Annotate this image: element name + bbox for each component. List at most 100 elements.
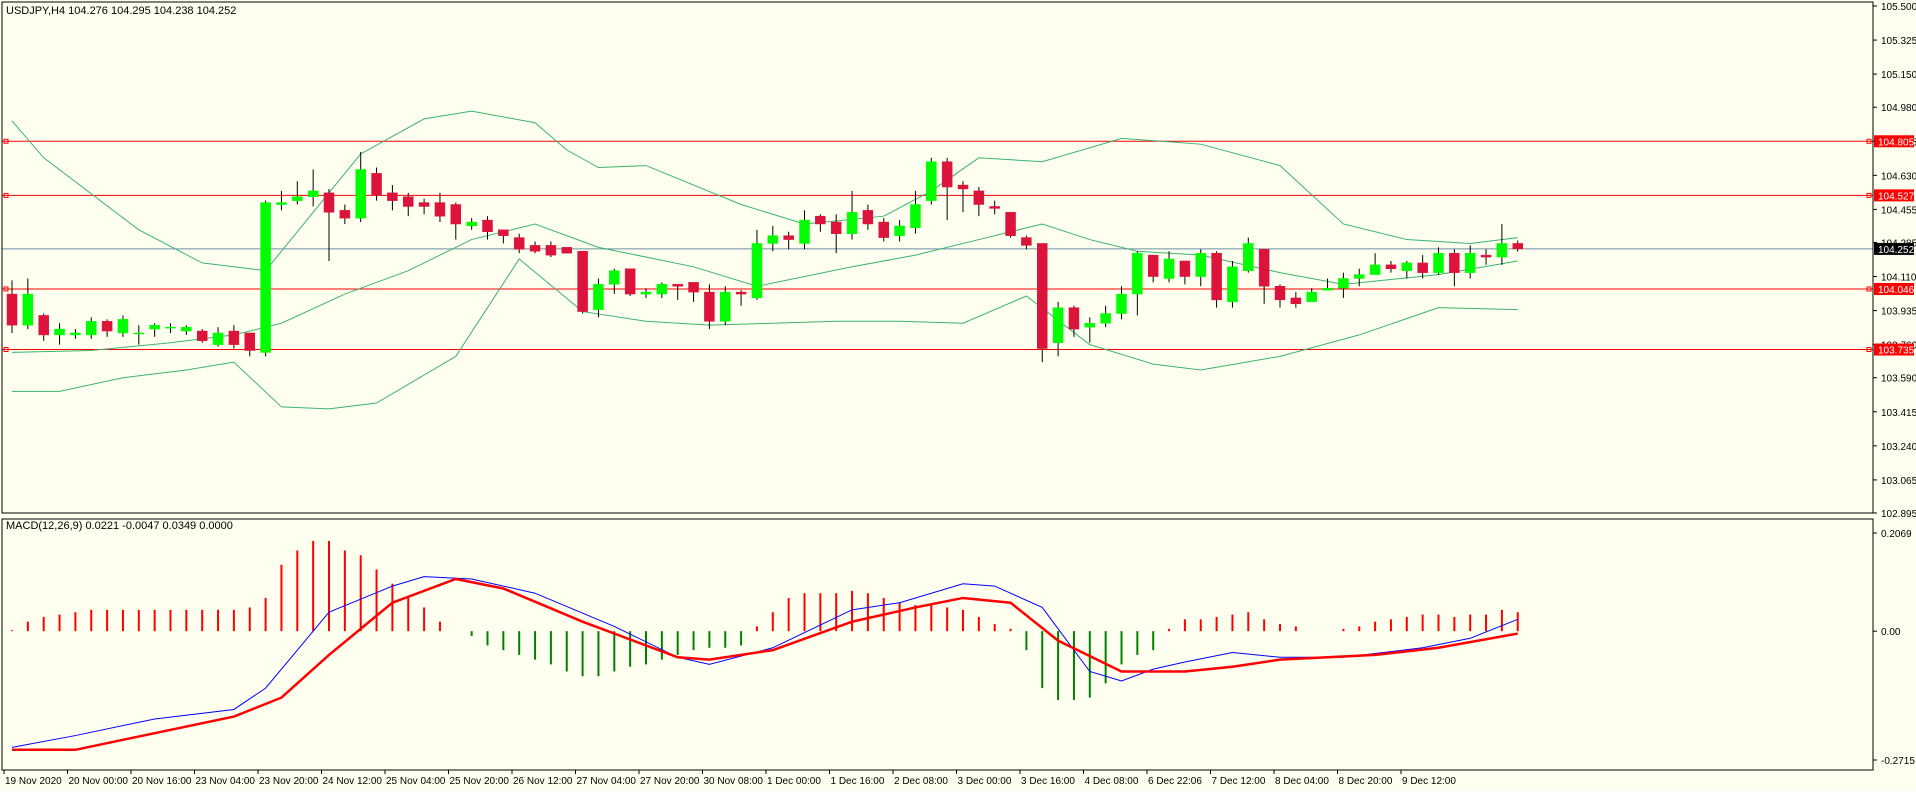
candle-body bbox=[307, 190, 319, 197]
candle-body bbox=[973, 190, 985, 205]
price-tick-label: 105.500 bbox=[1881, 2, 1916, 13]
level-handle[interactable] bbox=[3, 192, 9, 198]
candle-body bbox=[133, 332, 145, 335]
candle-body bbox=[1369, 264, 1381, 275]
price-tick-label: 103.240 bbox=[1881, 442, 1916, 453]
candle-body bbox=[450, 204, 462, 225]
time-tick-label: 4 Dec 08:00 bbox=[1085, 776, 1139, 787]
macd-tick-label: 0.00 bbox=[1881, 627, 1901, 638]
macd-indicator-label: MACD(12,26,9) 0.0221 -0.0047 0.0349 0.00… bbox=[6, 520, 233, 532]
candle-body bbox=[276, 202, 287, 205]
candle-body bbox=[418, 202, 430, 207]
level-handle[interactable] bbox=[1866, 347, 1872, 353]
candle-body bbox=[6, 293, 18, 326]
candle-body bbox=[751, 243, 763, 299]
candle-body bbox=[1243, 243, 1254, 271]
candle-body bbox=[292, 196, 303, 201]
candle-body bbox=[1147, 254, 1159, 277]
level-handle[interactable] bbox=[1866, 138, 1872, 144]
candle-body bbox=[862, 210, 874, 225]
candle-body bbox=[54, 328, 65, 336]
candle-body bbox=[624, 268, 636, 295]
macd-signal-line bbox=[12, 577, 1518, 752]
candle-body bbox=[878, 221, 889, 238]
candle-body bbox=[323, 192, 335, 213]
candle-body bbox=[577, 250, 588, 312]
candle-body bbox=[846, 212, 858, 234]
level-handle[interactable] bbox=[1866, 192, 1872, 198]
time-tick-label: 24 Nov 12:00 bbox=[323, 776, 383, 787]
candle-body bbox=[957, 184, 969, 190]
candle-body bbox=[941, 161, 953, 188]
time-tick-label: 23 Nov 20:00 bbox=[259, 776, 319, 787]
bollinger-upper-band bbox=[11, 110, 1518, 272]
level-handle[interactable] bbox=[3, 286, 9, 292]
candle-body bbox=[1354, 274, 1365, 279]
candle-body bbox=[149, 324, 160, 330]
candle-body bbox=[1417, 262, 1428, 273]
candle-body bbox=[1464, 252, 1476, 273]
candle-body bbox=[1195, 252, 1206, 277]
time-tick-label: 23 Nov 04:00 bbox=[196, 776, 256, 787]
candle-body bbox=[1480, 254, 1492, 258]
level-handle[interactable] bbox=[3, 138, 9, 144]
time-tick-label: 19 Nov 2020 bbox=[5, 776, 62, 787]
candle-body bbox=[1005, 212, 1016, 236]
candle-body bbox=[38, 315, 49, 336]
candle-body bbox=[165, 326, 176, 329]
time-tick-label: 7 Dec 12:00 bbox=[1212, 776, 1266, 787]
candle-body bbox=[371, 173, 382, 196]
candle-body bbox=[1496, 243, 1508, 258]
time-tick-label: 27 Nov 04:00 bbox=[577, 776, 637, 787]
candle-body bbox=[1338, 278, 1349, 289]
level-handle[interactable] bbox=[3, 347, 9, 353]
candle-body bbox=[1433, 252, 1444, 273]
time-tick-label: 2 Dec 08:00 bbox=[894, 776, 948, 787]
candle-body bbox=[545, 245, 557, 256]
time-tick-label: 27 Nov 20:00 bbox=[640, 776, 700, 787]
time-tick-label: 26 Nov 12:00 bbox=[513, 776, 573, 787]
time-tick-label: 8 Dec 04:00 bbox=[1275, 776, 1329, 787]
current-price-label: 104.252 bbox=[1878, 245, 1915, 256]
candle-body bbox=[688, 282, 699, 293]
candle-body bbox=[656, 284, 668, 295]
candle-body bbox=[593, 284, 604, 310]
price-tick-label: 105.325 bbox=[1881, 36, 1916, 47]
candle-body bbox=[1512, 243, 1523, 250]
price-tick-label: 103.415 bbox=[1881, 408, 1916, 419]
candle-body bbox=[513, 237, 525, 250]
level-price-label-bg bbox=[1874, 189, 1914, 202]
candle-body bbox=[101, 321, 113, 332]
price-tick-label: 102.895 bbox=[1881, 509, 1916, 520]
level-price-label-bg bbox=[1874, 135, 1914, 148]
time-tick-label: 9 Dec 12:00 bbox=[1402, 776, 1456, 787]
macd-main-line bbox=[11, 576, 1518, 748]
candle-body bbox=[1084, 322, 1096, 328]
candle-body bbox=[1068, 307, 1080, 330]
time-tick-label: 3 Dec 00:00 bbox=[958, 776, 1012, 787]
level-price-label: 104.046 bbox=[1878, 285, 1915, 296]
candle-body bbox=[561, 247, 572, 254]
candle-body bbox=[403, 196, 414, 207]
time-tick-label: 6 Dec 22:06 bbox=[1148, 776, 1202, 787]
candle-body bbox=[86, 321, 97, 336]
macd-panel-frame bbox=[1, 518, 1874, 771]
level-handle[interactable] bbox=[1866, 286, 1872, 292]
price-tick-label: 105.150 bbox=[1881, 70, 1916, 81]
price-tick-label: 103.590 bbox=[1881, 374, 1916, 385]
candle-body bbox=[1258, 249, 1270, 287]
candle-body bbox=[704, 291, 715, 322]
candle-body bbox=[1100, 313, 1111, 324]
symbol-ohlc-header: USDJPY,H4 104.276 104.295 104.238 104.25… bbox=[6, 5, 236, 17]
time-tick-label: 8 Dec 20:00 bbox=[1339, 776, 1393, 787]
candle-body bbox=[355, 169, 366, 219]
candle-body bbox=[1227, 266, 1238, 303]
candle-body bbox=[1163, 258, 1175, 279]
candle-body bbox=[434, 202, 446, 217]
current-price-label-bg bbox=[1874, 242, 1914, 255]
price-tick-label: 103.065 bbox=[1881, 476, 1916, 487]
time-tick-label: 1 Dec 16:00 bbox=[831, 776, 885, 787]
candle-body bbox=[1211, 252, 1222, 301]
candle-body bbox=[482, 219, 493, 233]
